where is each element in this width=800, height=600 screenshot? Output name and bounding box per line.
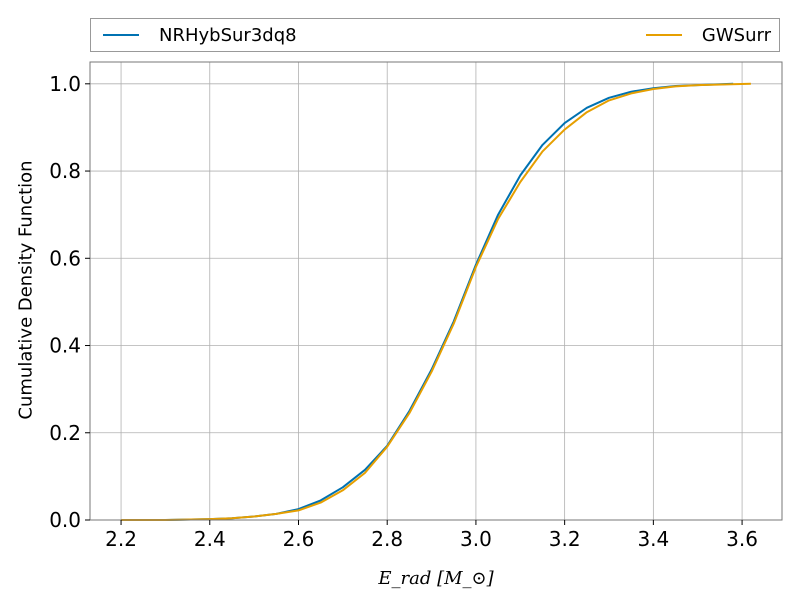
x-tick-label: 3.2 [549, 527, 581, 551]
legend-item-gwsurr: GWSurr [645, 19, 771, 51]
y-axis-label: Cumulative Density Function [15, 160, 37, 420]
legend-swatch-nrhybsur3dq8 [103, 34, 139, 36]
series-line-nrhybsur3dq8 [121, 82, 734, 521]
plot-frame [89, 61, 783, 521]
y-tick-label: 0.0 [49, 508, 81, 532]
y-tick-label: 1.0 [49, 72, 81, 96]
y-tick-label: 0.8 [49, 159, 81, 183]
y-tick-label: 0.4 [49, 334, 81, 358]
x-tick-label: 2.8 [371, 527, 403, 551]
x-tick-label: 2.2 [105, 527, 137, 551]
y-tick-label: 0.2 [49, 421, 81, 445]
series-lines [121, 82, 751, 521]
series-line-gwsurr [121, 82, 751, 521]
y-tick-label: 0.6 [49, 246, 81, 270]
legend: NRHybSur3dq8 GWSurr [90, 18, 780, 52]
grid-lines [90, 62, 782, 521]
x-axis-label: E_rad [M_⊙] [378, 568, 494, 589]
legend-label-nrhybsur3dq8: NRHybSur3dq8 [159, 24, 297, 46]
x-tick-label: 3.6 [726, 527, 758, 551]
x-tick-label: 3.0 [460, 527, 492, 551]
x-tick-label: 2.6 [283, 527, 315, 551]
x-tick-label: 2.4 [194, 527, 226, 551]
y-axis-ticks: 0.0 0.2 0.4 0.6 0.8 1.0 [49, 72, 90, 532]
x-tick-label: 3.4 [637, 527, 669, 551]
x-axis-ticks: 2.2 2.4 2.6 2.8 3.0 3.2 3.4 3.6 [105, 520, 758, 551]
legend-label-gwsurr: GWSurr [701, 24, 771, 46]
legend-item-nrhybsur3dq8: NRHybSur3dq8 [103, 19, 297, 51]
legend-swatch-gwsurr [645, 34, 682, 36]
